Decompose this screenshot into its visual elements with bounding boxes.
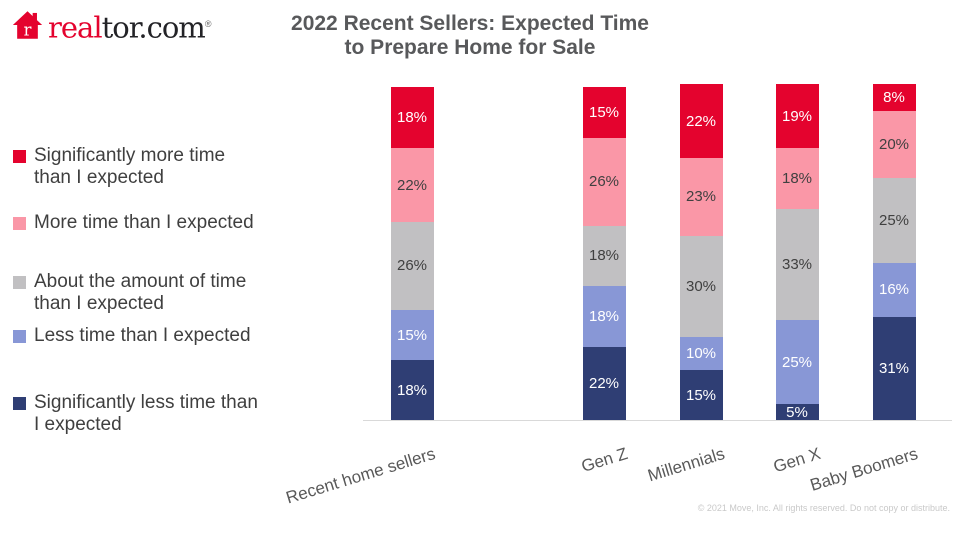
bar-segment: 22%: [679, 84, 723, 159]
bar-segment: 8%: [872, 84, 916, 111]
bar-segment: 18%: [390, 360, 434, 421]
bar-segment: 20%: [872, 110, 916, 179]
x-axis-line: [363, 420, 952, 421]
legend-label: Significantly less time than I expected: [34, 392, 258, 435]
bar-segment: 23%: [679, 158, 723, 236]
bar-segment: 25%: [775, 319, 819, 405]
legend-swatch: [13, 397, 26, 410]
stacked-bar-gen-x: 19% 18% 33% 25% 5%: [775, 84, 819, 421]
bar-segment: 31%: [872, 316, 916, 421]
svg-text:r: r: [24, 20, 32, 39]
bar-segment: 18%: [582, 286, 626, 347]
legend-label: Significantly more time than I expected: [34, 145, 226, 188]
chart-title: 2022 Recent Sellers: Expected Time to Pr…: [120, 12, 820, 60]
bar-segment: 18%: [775, 148, 819, 209]
x-axis-label: Millennials: [645, 444, 727, 486]
chart-title-line1: 2022 Recent Sellers: Expected Time: [291, 12, 649, 35]
logo-wordmark: realtor.com®: [48, 8, 212, 45]
legend-swatch: [13, 150, 26, 163]
realtor-logo: r realtor.com®: [12, 8, 212, 45]
copyright-text: © 2021 Move, Inc. All rights reserved. D…: [697, 503, 950, 513]
registered-trademark-icon: ®: [204, 19, 212, 29]
x-axis-label: Baby Boomers: [807, 444, 920, 495]
x-axis-label: Recent home sellers: [283, 444, 438, 508]
bar-segment: 22%: [582, 346, 626, 421]
legend-swatch: [13, 330, 26, 343]
x-axis-label: Gen X: [770, 444, 823, 477]
bar-segment: 30%: [679, 235, 723, 337]
chart-title-line2: to Prepare Home for Sale: [344, 36, 596, 59]
bar-segment: 10%: [679, 336, 723, 371]
stacked-bar-recent-home-sellers: 18% 22% 26% 15% 18%: [390, 87, 434, 421]
bar-segment: 5%: [775, 404, 819, 421]
legend: Significantly more time than I expected M…: [13, 145, 343, 436]
legend-label: Less time than I expected: [34, 325, 251, 346]
legend-item: Significantly less time than I expected: [13, 392, 343, 436]
legend-label: More time than I expected: [34, 212, 254, 233]
bar-segment: 18%: [582, 225, 626, 287]
stacked-bar-baby-boomers: 8% 20% 25% 16% 31%: [872, 84, 916, 421]
house-r-icon: r: [12, 11, 43, 39]
bar-segment: 33%: [775, 208, 819, 320]
logo-torcom-text: tor.com: [101, 10, 206, 45]
bar-segment: 15%: [582, 87, 626, 138]
stacked-bar-millennials: 22% 23% 30% 10% 15%: [679, 84, 723, 421]
logo-real-text: real: [48, 10, 103, 45]
legend-item: More time than I expected: [13, 212, 343, 234]
bar-segment: 25%: [872, 178, 916, 263]
bar-segment: 18%: [390, 87, 434, 149]
bar-segment: 26%: [390, 222, 434, 310]
bar-segment: 15%: [679, 370, 723, 421]
bar-segment: 19%: [775, 84, 819, 149]
bar-segment: 26%: [582, 137, 626, 226]
legend-label: About the amount of time than I expected: [34, 271, 247, 314]
legend-swatch: [13, 217, 26, 230]
legend-swatch: [13, 276, 26, 289]
bar-segment: 22%: [390, 148, 434, 223]
x-axis-label: Gen Z: [578, 444, 630, 476]
legend-item: Less time than I expected: [13, 325, 343, 347]
bar-segment: 16%: [872, 262, 916, 317]
legend-item: About the amount of time than I expected: [13, 271, 343, 315]
stacked-bar-gen-z: 15% 26% 18% 18% 22%: [582, 87, 626, 421]
bar-segment: 15%: [390, 309, 434, 361]
legend-item: Significantly more time than I expected: [13, 145, 343, 189]
